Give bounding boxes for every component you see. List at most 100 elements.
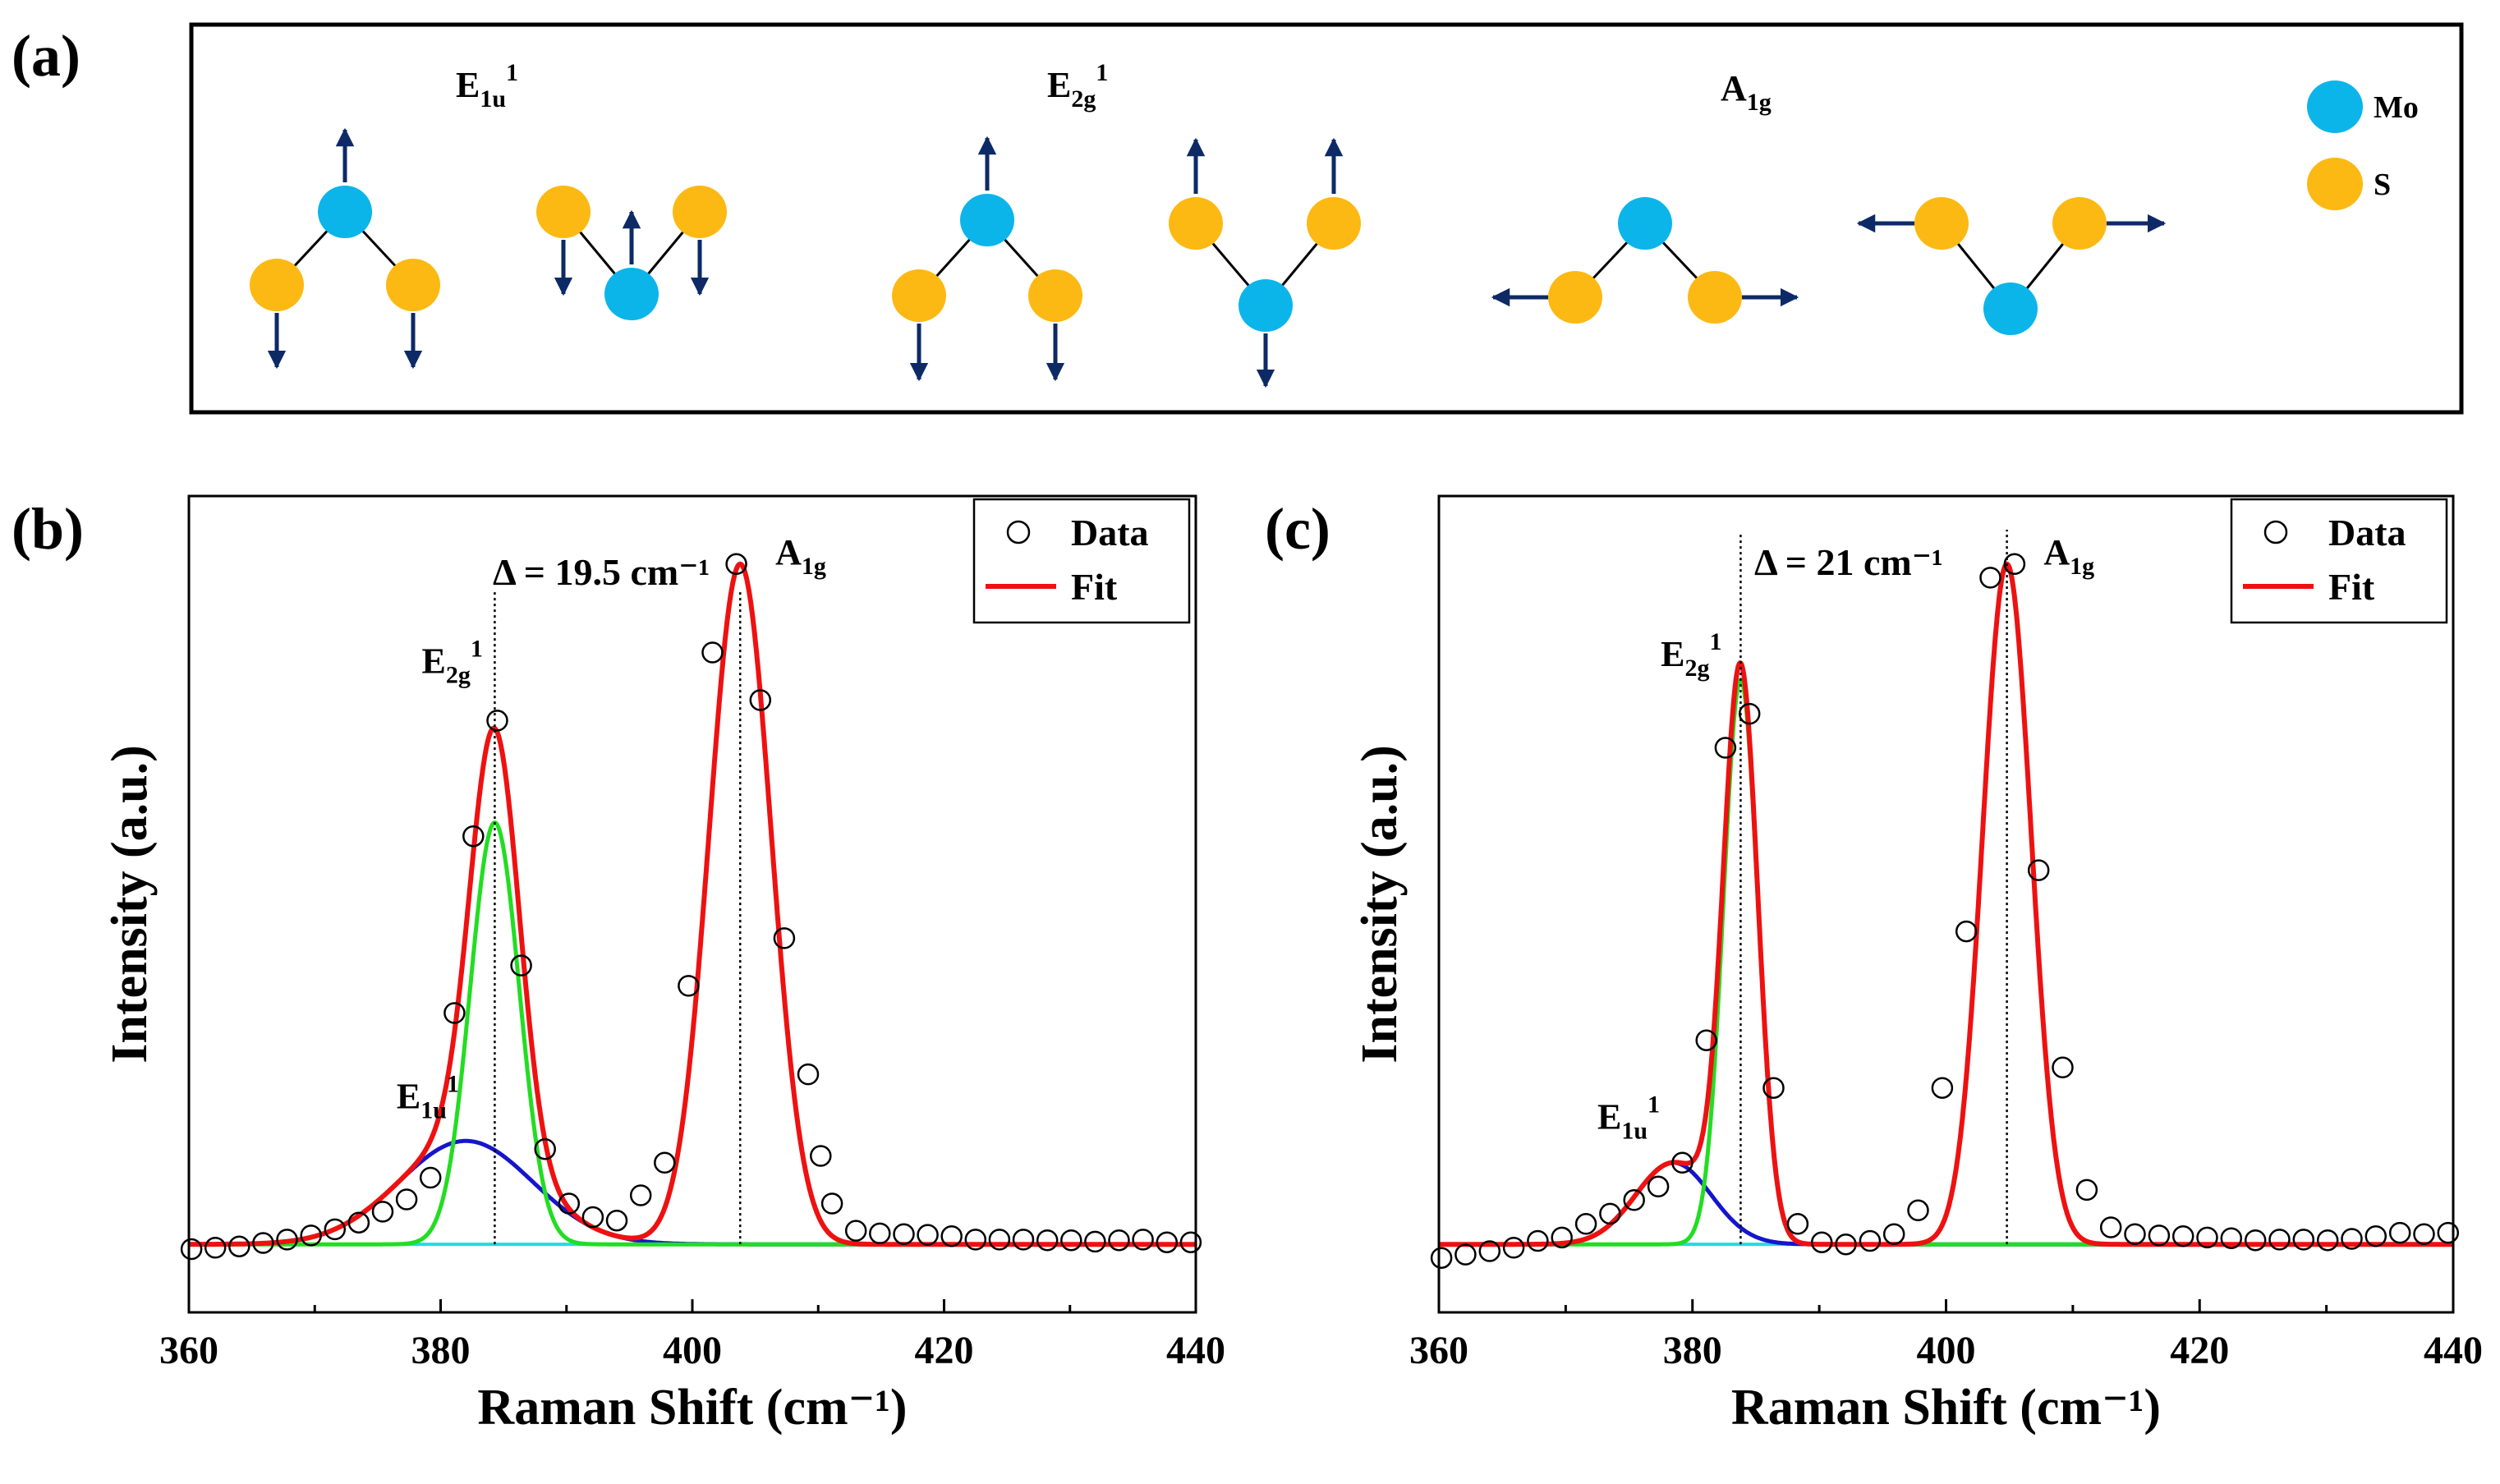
data-point bbox=[1430, 1247, 1453, 1269]
data-point bbox=[2003, 553, 2026, 576]
mo-atom bbox=[1239, 279, 1293, 332]
data-point bbox=[486, 710, 508, 732]
data-point bbox=[1502, 1237, 1525, 1259]
x-tick-label: 420 bbox=[2170, 1329, 2229, 1372]
x-tick-label: 440 bbox=[2424, 1329, 2483, 1372]
s-atom bbox=[673, 186, 727, 238]
data-point bbox=[395, 1188, 418, 1211]
mode-label-a1g: A1g bbox=[1721, 68, 1772, 116]
peak-label-e2g1: E2g1 bbox=[422, 635, 483, 688]
data-point bbox=[347, 1211, 370, 1234]
legend-fit-label: Fit bbox=[1071, 566, 1118, 608]
s-atom bbox=[536, 186, 591, 238]
data-point bbox=[534, 1137, 556, 1160]
data-point bbox=[2171, 1224, 2194, 1247]
mo-atom bbox=[960, 194, 1014, 246]
data-point bbox=[1132, 1229, 1154, 1251]
data-point bbox=[1084, 1230, 1106, 1253]
fit-curve bbox=[186, 561, 1198, 1247]
data-point bbox=[1762, 1077, 1785, 1099]
x-tick-label: 400 bbox=[1917, 1329, 1976, 1372]
data-point bbox=[2027, 859, 2050, 881]
mo-atom bbox=[1983, 283, 2038, 335]
data-point bbox=[917, 1224, 939, 1246]
mo-atom bbox=[318, 186, 372, 238]
delta-annotation: Δ = 21 cm⁻¹ bbox=[1754, 541, 1943, 583]
panel-c-label: (c) bbox=[1265, 496, 1330, 562]
data-point bbox=[2099, 1216, 2122, 1238]
data-point bbox=[276, 1229, 298, 1251]
legend-data-marker bbox=[2263, 520, 2288, 544]
data-point bbox=[300, 1224, 322, 1247]
vibration-diagrams bbox=[250, 127, 2167, 388]
s-atom bbox=[1914, 197, 1969, 250]
data-point bbox=[964, 1229, 987, 1251]
data-point bbox=[1786, 1213, 1809, 1235]
svg-text:A1g: A1g bbox=[1721, 68, 1772, 116]
x-tick-label: 420 bbox=[915, 1329, 974, 1372]
data-point bbox=[1882, 1223, 1905, 1245]
panel-a-label: (a) bbox=[11, 23, 80, 89]
s-atom bbox=[1688, 271, 1742, 324]
data-point bbox=[605, 1209, 628, 1232]
s-atom bbox=[892, 269, 946, 322]
fit-curve bbox=[1436, 561, 2456, 1247]
data-point bbox=[2437, 1221, 2460, 1244]
s-atom bbox=[250, 259, 304, 311]
data-point bbox=[1810, 1231, 1833, 1253]
data-point bbox=[940, 1224, 963, 1247]
data-point bbox=[204, 1237, 227, 1259]
data-point bbox=[1551, 1226, 1573, 1249]
data-point bbox=[893, 1223, 915, 1245]
data-point bbox=[2075, 1178, 2098, 1201]
data-point bbox=[2268, 1229, 2291, 1251]
data-point bbox=[1647, 1175, 1670, 1198]
x-tick-label: 380 bbox=[411, 1329, 471, 1372]
data-point bbox=[1012, 1229, 1035, 1251]
data-point bbox=[2052, 1056, 2074, 1079]
data-point bbox=[324, 1218, 347, 1241]
peak-label-e1u1: E1u1 bbox=[397, 1071, 459, 1124]
peak-label-a1g: A1g bbox=[2043, 532, 2094, 580]
data-point bbox=[725, 553, 747, 576]
legend-fit-label: Fit bbox=[2328, 566, 2375, 608]
data-point bbox=[1907, 1199, 1929, 1222]
data-point bbox=[1671, 1151, 1693, 1174]
data-point bbox=[419, 1166, 442, 1189]
data-point bbox=[1455, 1243, 1477, 1266]
raman-chart-b: (b) 360 380 400 420 440 Raman Shift (cm⁻¹) Int… bbox=[11, 494, 1225, 1436]
x-tick-label: 380 bbox=[1663, 1329, 1722, 1372]
data-point bbox=[1478, 1240, 1501, 1262]
e2g-component-curve bbox=[1437, 678, 2455, 1247]
data-point bbox=[797, 1063, 820, 1086]
x-tick-label: 440 bbox=[1166, 1329, 1225, 1372]
data-point bbox=[2364, 1224, 2387, 1247]
data-point bbox=[988, 1229, 1011, 1251]
panel-a-structures: (a) E1u1 E2g1 A1g Mo S bbox=[11, 22, 2464, 415]
svg-text:E1u1: E1u1 bbox=[456, 59, 518, 113]
peak-label-a1g: A1g bbox=[775, 532, 826, 580]
data-point bbox=[1108, 1229, 1130, 1252]
x-tick-label: 360 bbox=[1409, 1329, 1468, 1372]
data-point bbox=[371, 1201, 394, 1223]
mode-label-e1u: E1u1 bbox=[456, 59, 518, 113]
data-point bbox=[820, 1192, 843, 1215]
x-tick-label: 400 bbox=[663, 1329, 722, 1372]
s-legend-swatch bbox=[2307, 158, 2363, 210]
s-atom bbox=[1169, 197, 1223, 250]
data-point bbox=[1738, 702, 1761, 725]
legend-data-marker bbox=[1006, 520, 1031, 544]
raman-chart-c: (c) 360 380 400 420 440 Raman Shift (cm⁻¹) Int… bbox=[1265, 494, 2483, 1436]
data-point bbox=[1955, 920, 1978, 943]
data-point bbox=[2292, 1229, 2315, 1251]
data-point bbox=[2388, 1221, 2411, 1244]
mode-label-e2g: E2g1 bbox=[1047, 59, 1108, 113]
data-point bbox=[1931, 1077, 1954, 1099]
atom-legend: Mo S bbox=[2307, 80, 2419, 210]
data-point bbox=[629, 1184, 652, 1206]
data-point bbox=[678, 975, 700, 997]
data-point bbox=[443, 1002, 466, 1024]
panel-b-label: (b) bbox=[11, 496, 84, 562]
legend-data-label: Data bbox=[1071, 512, 1149, 554]
